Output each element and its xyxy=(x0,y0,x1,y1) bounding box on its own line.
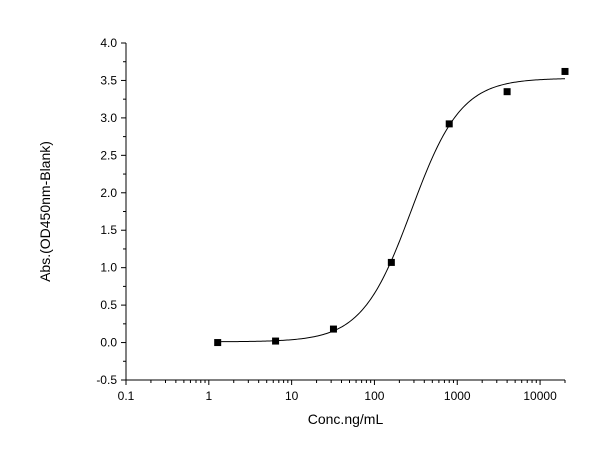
x-tick-label: 1 xyxy=(205,389,212,403)
y-tick-label: 2.0 xyxy=(100,186,117,200)
data-point xyxy=(329,325,337,333)
y-tick-label: 4.0 xyxy=(100,36,117,50)
fit-curve xyxy=(217,78,566,343)
y-tick-label: 0.0 xyxy=(100,336,117,350)
y-tick-label: 1.5 xyxy=(100,223,117,237)
y-tick-label: 2.5 xyxy=(100,148,117,162)
x-tick-label: 0.1 xyxy=(118,389,135,403)
y-tick-label: 1.0 xyxy=(100,261,117,275)
x-tick-label: 10000 xyxy=(523,389,557,403)
y-axis-title: Abs.(OD450nm-Blank) xyxy=(37,141,53,282)
data-point xyxy=(214,339,222,347)
data-point xyxy=(272,337,280,345)
x-tick-label: 100 xyxy=(364,389,384,403)
axes xyxy=(125,43,565,381)
y-tick-label: -0.5 xyxy=(96,373,117,387)
y-tick-label: 3.0 xyxy=(100,111,117,125)
x-tick-label: 1000 xyxy=(444,389,471,403)
x-tick-label: 10 xyxy=(285,389,299,403)
data-point xyxy=(445,120,453,128)
data-point xyxy=(387,258,395,266)
data-point xyxy=(503,88,511,96)
x-axis-title: Conc.ng/mL xyxy=(308,411,384,427)
data-point xyxy=(561,67,569,75)
data-points xyxy=(214,67,569,347)
y-tick-label: 3.5 xyxy=(100,73,117,87)
x-ticks: 0.1 1 10 100 1000 10000 xyxy=(118,380,566,403)
y-tick-label: 0.5 xyxy=(100,298,117,312)
y-ticks: -0.5 0.0 0.5 1.0 1.5 2.0 2.5 3.0 3.5 4.0 xyxy=(96,36,126,387)
